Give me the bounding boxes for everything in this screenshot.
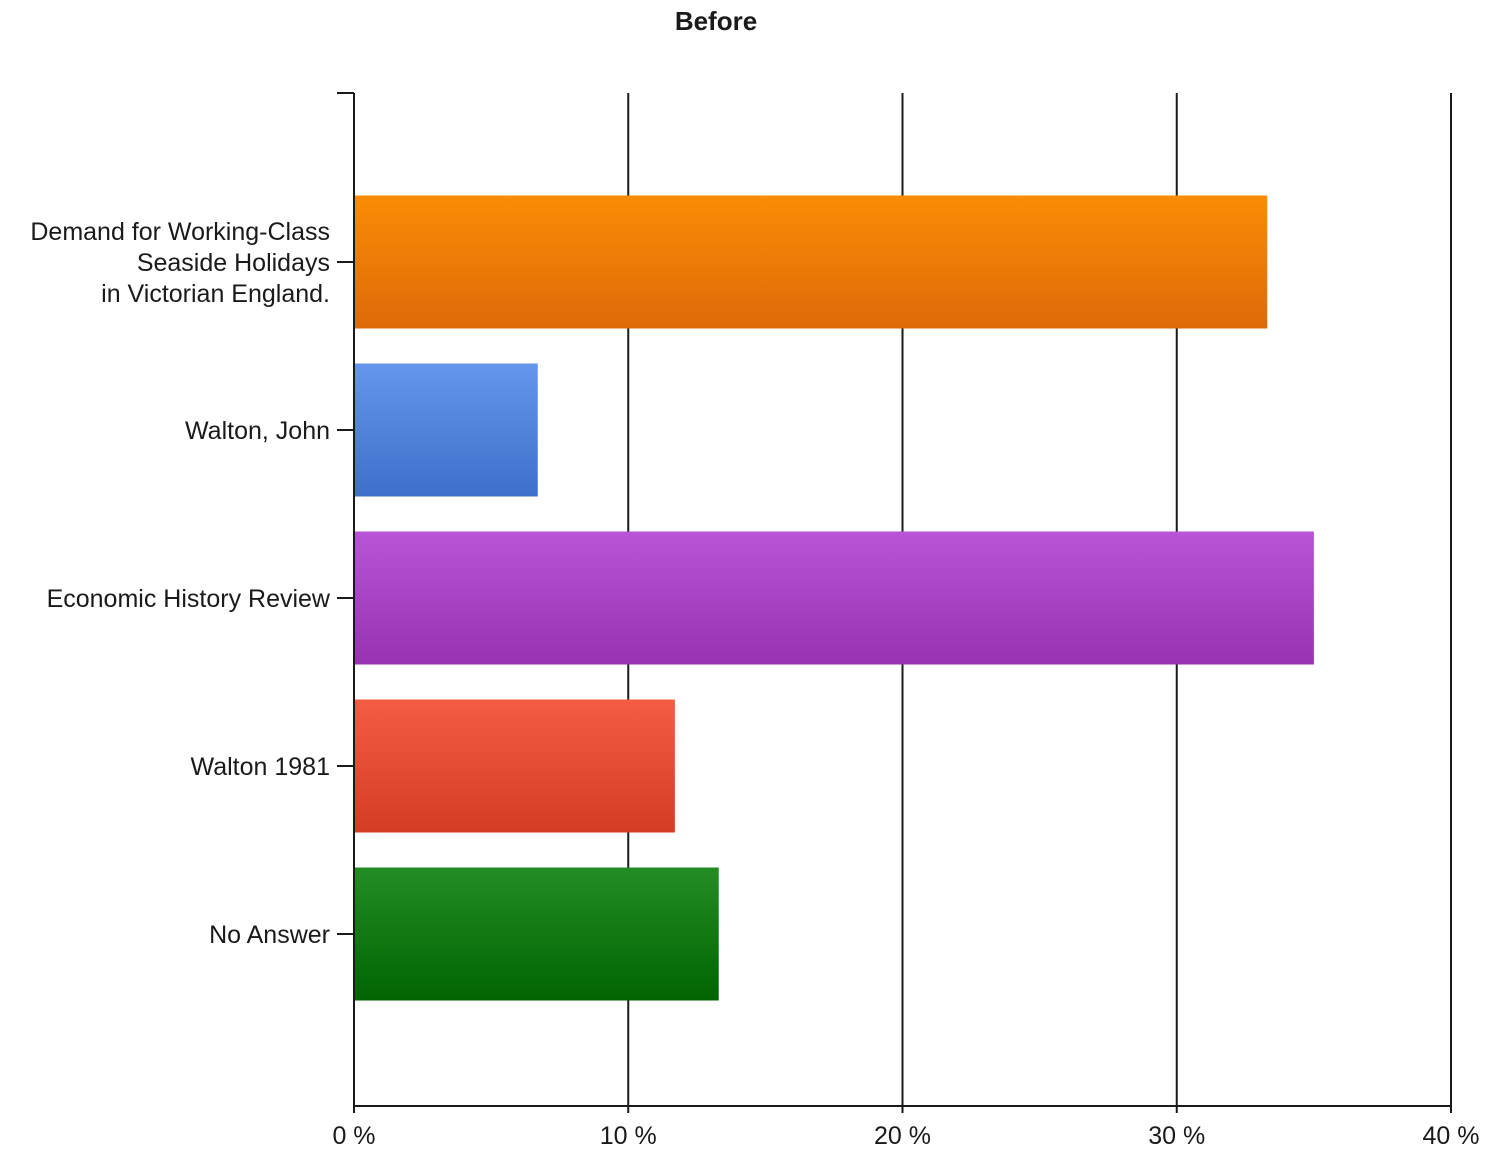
bar — [354, 531, 1314, 665]
x-tick-label: 40 % — [1423, 1122, 1480, 1150]
bar — [354, 195, 1268, 329]
category-label: No Answer — [209, 921, 330, 949]
x-tick-label: 10 % — [600, 1122, 657, 1150]
category-label: Demand for Working-Class Seaside Holidays… — [30, 218, 330, 308]
x-tick-label: 20 % — [874, 1122, 931, 1150]
chart-title: Before — [675, 6, 757, 36]
x-tick-label: 30 % — [1148, 1122, 1205, 1150]
axes — [337, 92, 1452, 1113]
bars — [354, 195, 1314, 1001]
bar — [354, 363, 538, 497]
bar — [354, 867, 719, 1001]
x-tick-label: 0 % — [332, 1122, 375, 1150]
category-label: Economic History Review — [47, 585, 331, 613]
category-label: Walton, John — [185, 417, 330, 445]
bar — [354, 699, 675, 833]
labels: 0 % 10 % 20 % 30 % 40 % Demand for Working-Cl… — [30, 218, 1479, 1150]
category-label: Walton 1981 — [191, 753, 330, 781]
